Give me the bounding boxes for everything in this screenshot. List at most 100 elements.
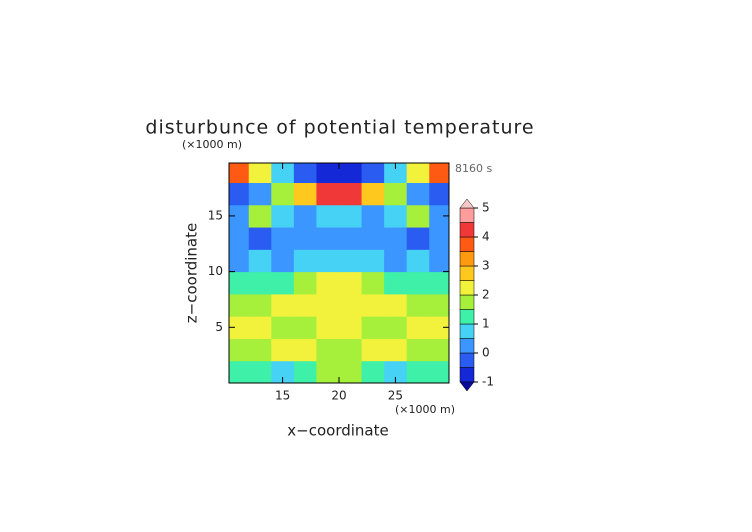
colorbar-extend-high bbox=[459, 198, 475, 209]
field-cell bbox=[406, 360, 430, 383]
field-cell bbox=[429, 227, 449, 250]
colorbar-band bbox=[459, 251, 475, 267]
field-cell bbox=[248, 249, 272, 273]
field-cell bbox=[248, 204, 272, 228]
field-cell bbox=[316, 182, 340, 206]
field-cell bbox=[429, 163, 449, 183]
field-cell bbox=[293, 227, 317, 250]
colorbar-band bbox=[459, 352, 475, 368]
field-cell bbox=[339, 227, 363, 250]
field-cell bbox=[271, 204, 295, 228]
field-cell bbox=[271, 271, 295, 295]
field-cell bbox=[293, 204, 317, 228]
field-cell bbox=[384, 227, 408, 250]
field-cell bbox=[429, 316, 449, 339]
field-cell bbox=[361, 293, 385, 317]
colorbar-tick-label: 3 bbox=[482, 259, 490, 273]
field-cell bbox=[361, 271, 385, 295]
field-cell bbox=[293, 182, 317, 206]
field-cell bbox=[293, 316, 317, 339]
x-tick-label: 25 bbox=[388, 389, 403, 403]
field-cell bbox=[406, 204, 430, 228]
field bbox=[229, 163, 449, 383]
field-cell bbox=[384, 293, 408, 317]
field-cell bbox=[229, 271, 250, 295]
field-cell bbox=[384, 360, 408, 383]
time-label: 8160 s bbox=[455, 162, 492, 175]
colorbar-band bbox=[459, 222, 475, 238]
field-cell bbox=[316, 293, 340, 317]
field-cell bbox=[248, 338, 272, 362]
colorbar-band bbox=[459, 294, 475, 310]
field-cell bbox=[406, 163, 430, 183]
field-cell bbox=[361, 249, 385, 273]
field-cell bbox=[361, 204, 385, 228]
field-cell bbox=[384, 163, 408, 183]
x-tick-label: 15 bbox=[275, 389, 290, 403]
field-cell bbox=[293, 360, 317, 383]
field-cell bbox=[406, 182, 430, 206]
field-cell bbox=[248, 316, 272, 339]
field-cell bbox=[316, 204, 340, 228]
colorbar-band bbox=[459, 280, 475, 296]
field-cell bbox=[271, 360, 295, 383]
field-cell bbox=[229, 360, 250, 383]
y-tick-label: 5 bbox=[215, 320, 223, 334]
field-cell bbox=[316, 338, 340, 362]
field-cell bbox=[384, 182, 408, 206]
field-cell bbox=[293, 338, 317, 362]
field-cell bbox=[406, 227, 430, 250]
field-cell bbox=[316, 163, 340, 183]
field-cell bbox=[293, 271, 317, 295]
field-cell bbox=[229, 227, 250, 250]
colorbar-band bbox=[459, 338, 475, 354]
field-cell bbox=[406, 338, 430, 362]
field-cell bbox=[339, 338, 363, 362]
colorbar-band bbox=[459, 236, 475, 252]
field-cell bbox=[384, 204, 408, 228]
field-cell bbox=[248, 227, 272, 250]
field-cell bbox=[339, 182, 363, 206]
colorbar-tick-label: 2 bbox=[482, 288, 490, 302]
field-cell bbox=[339, 360, 363, 383]
colorbar-tick-label: 4 bbox=[482, 230, 490, 244]
x-tick-label: 20 bbox=[331, 389, 346, 403]
field-cell bbox=[316, 271, 340, 295]
field-cell bbox=[429, 360, 449, 383]
field-cell bbox=[384, 316, 408, 339]
field-cell bbox=[293, 293, 317, 317]
field-cell bbox=[248, 360, 272, 383]
y-unit: (×1000 m) bbox=[182, 138, 242, 151]
field-cell bbox=[229, 249, 250, 273]
field-cell bbox=[384, 249, 408, 273]
field-cell bbox=[406, 271, 430, 295]
y-tick-label: 10 bbox=[208, 264, 223, 278]
field-cell bbox=[429, 204, 449, 228]
field-cell bbox=[229, 182, 250, 206]
colorbar-tick-label: -1 bbox=[482, 375, 494, 389]
field-cell bbox=[316, 227, 340, 250]
colorbar-band bbox=[459, 207, 475, 223]
field-cell bbox=[271, 293, 295, 317]
colorbar-band bbox=[459, 265, 475, 281]
colorbar-tick-label: 0 bbox=[482, 346, 490, 360]
field-cell bbox=[248, 271, 272, 295]
field-cell bbox=[316, 360, 340, 383]
field-cell bbox=[339, 204, 363, 228]
field-cell bbox=[361, 182, 385, 206]
field-cell bbox=[271, 163, 295, 183]
field-cell bbox=[271, 227, 295, 250]
field-cell bbox=[429, 182, 449, 206]
field-cell bbox=[271, 182, 295, 206]
colorbar-extend-low bbox=[459, 381, 475, 392]
field-cell bbox=[229, 204, 250, 228]
field-cell bbox=[361, 227, 385, 250]
chart-title: disturbunce of potential temperature bbox=[145, 117, 534, 139]
field-cell bbox=[293, 249, 317, 273]
field-cell bbox=[361, 163, 385, 183]
field-cell bbox=[271, 338, 295, 362]
colorbar-tick-label: 5 bbox=[482, 201, 490, 215]
field-cell bbox=[248, 293, 272, 317]
field-cell bbox=[361, 316, 385, 339]
